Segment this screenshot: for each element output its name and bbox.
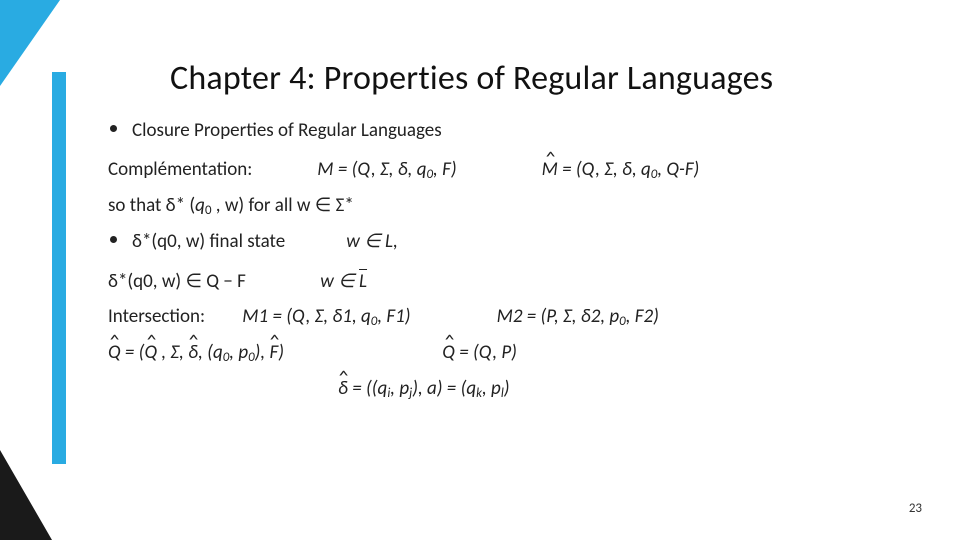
page-number: 23 <box>909 501 922 516</box>
accent-bar <box>52 72 66 464</box>
corner-accent-top <box>0 0 60 86</box>
inter-label: Intersection: <box>108 302 238 331</box>
inter-M1: M1 = (Q, Σ, δ1, q0, F1) <box>242 302 492 332</box>
line-final-state: δ*(q0, w) final state w ∈ L, <box>108 227 920 256</box>
line-complementation: Complémentation: M = (Q, Σ, δ, q0, F) M … <box>108 155 920 185</box>
corner-dark-bottom <box>0 450 52 540</box>
line-qhat: Q = (Q , Σ, δ, (q0, p0), F) Q = (Q, P) <box>108 338 920 368</box>
page-title: Chapter 4: Properties of Regular Languag… <box>170 58 773 99</box>
line-sothat: so that δ* (q0 , w) for all w ∈ Σ* <box>108 191 920 221</box>
slide-body: Closure Properties of Regular Languages … <box>108 116 920 410</box>
line-delta-hat: δ = ((qi, pj), a) = (qk, pl) <box>108 374 920 404</box>
inter-M2: M2 = (P, Σ, δ2, p0, F2) <box>497 302 659 332</box>
line-complement-membership: δ*(q0, w) ∈ Q − F w ∈ L <box>108 267 920 296</box>
slide: { "page_number": "23", "accent_color": "… <box>0 0 960 540</box>
comp-M: M = (Q, Σ, δ, q0, F) <box>317 155 537 185</box>
comp-label: Complémentation: <box>108 155 313 184</box>
bullet-closure: Closure Properties of Regular Languages <box>108 116 920 145</box>
comp-Mhat: M = (Q, Σ, δ, q0, Q-F) <box>542 155 700 185</box>
line-intersection: Intersection: M1 = (Q, Σ, δ1, q0, F1) M2… <box>108 302 920 332</box>
